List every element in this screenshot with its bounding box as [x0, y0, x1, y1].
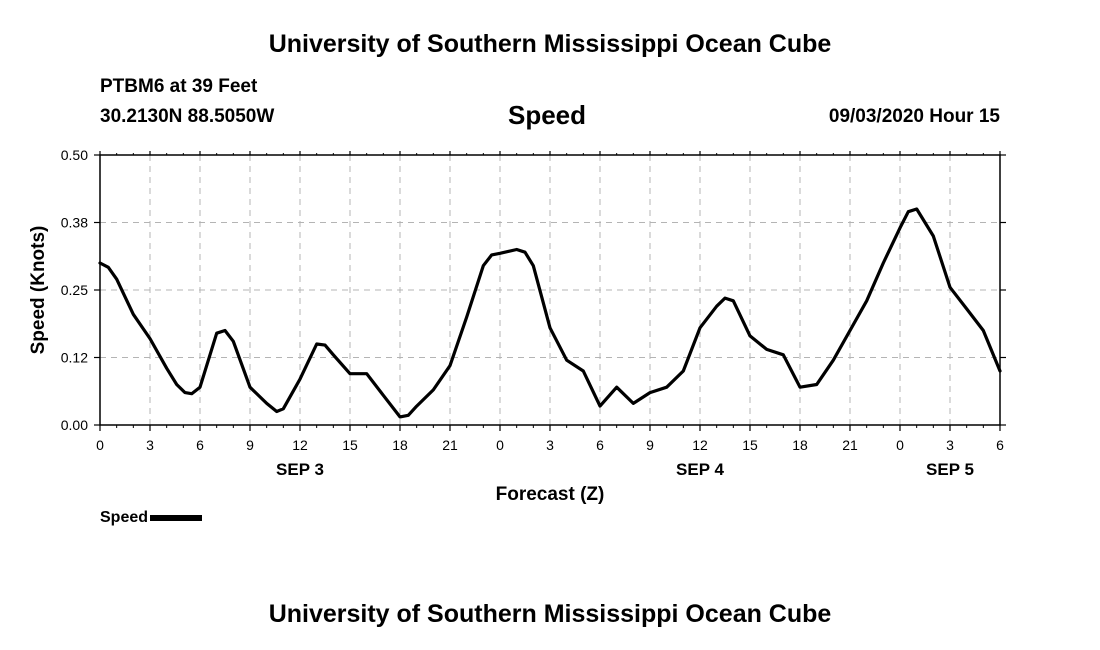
- axis-ticks: [94, 151, 1006, 431]
- x-tick-label: 18: [792, 437, 808, 453]
- grid: [100, 155, 1000, 425]
- x-axis-title: Forecast (Z): [496, 484, 605, 505]
- speed-series-line: [98, 207, 1002, 419]
- y-tick-label: 0.38: [61, 215, 88, 231]
- x-tick-label: 0: [96, 437, 104, 453]
- series-layer: [98, 207, 1002, 419]
- x-tick-label: 15: [342, 437, 358, 453]
- x-tick-label: 21: [842, 437, 858, 453]
- x-tick-label: 12: [292, 437, 308, 453]
- y-tick-label: 0.12: [61, 350, 88, 366]
- x-tick-label: 6: [996, 437, 1004, 453]
- x-date-label: SEP 5: [926, 460, 974, 479]
- coordinates-label: 30.2130N 88.5050W: [100, 106, 275, 127]
- x-tick-label: 9: [246, 437, 254, 453]
- x-tick-label: 12: [692, 437, 708, 453]
- x-tick-label: 0: [896, 437, 904, 453]
- legend: Speed: [100, 509, 203, 527]
- forecast-timestamp: 09/03/2020 Hour 15: [828, 106, 1000, 127]
- legend-swatch: [150, 514, 203, 521]
- bottom-title: University of Southern Mississippi Ocean…: [268, 600, 832, 628]
- x-tick-label: 3: [546, 437, 554, 453]
- axis-labels: 0 3 6 9 12 15 18 21 0 3 6 9 12 15 18 21 0 3 6 0.00 0.12 0.25 0…: [61, 147, 1004, 479]
- y-tick-label: 0.50: [61, 147, 88, 163]
- x-tick-label: 9: [646, 437, 654, 453]
- x-tick-label: 6: [196, 437, 204, 453]
- x-tick-label: 15: [742, 437, 758, 453]
- x-tick-label: 3: [946, 437, 954, 453]
- station-label: PTBM6 at 39 Feet: [100, 76, 258, 97]
- x-date-label: SEP 4: [676, 460, 724, 479]
- legend-label: Speed: [100, 509, 149, 526]
- x-date-label: SEP 3: [276, 460, 324, 479]
- x-tick-label: 0: [496, 437, 504, 453]
- top-title: University of Southern Mississippi Ocean…: [268, 30, 832, 58]
- x-tick-label: 3: [146, 437, 154, 453]
- x-tick-label: 6: [596, 437, 604, 453]
- chart-title: Speed: [508, 100, 587, 130]
- y-tick-label: 0.25: [61, 282, 88, 298]
- x-tick-label: 18: [392, 437, 408, 453]
- y-axis-title: Speed (Knots): [28, 226, 49, 355]
- x-tick-label: 21: [442, 437, 458, 453]
- y-tick-label: 0.00: [61, 417, 88, 433]
